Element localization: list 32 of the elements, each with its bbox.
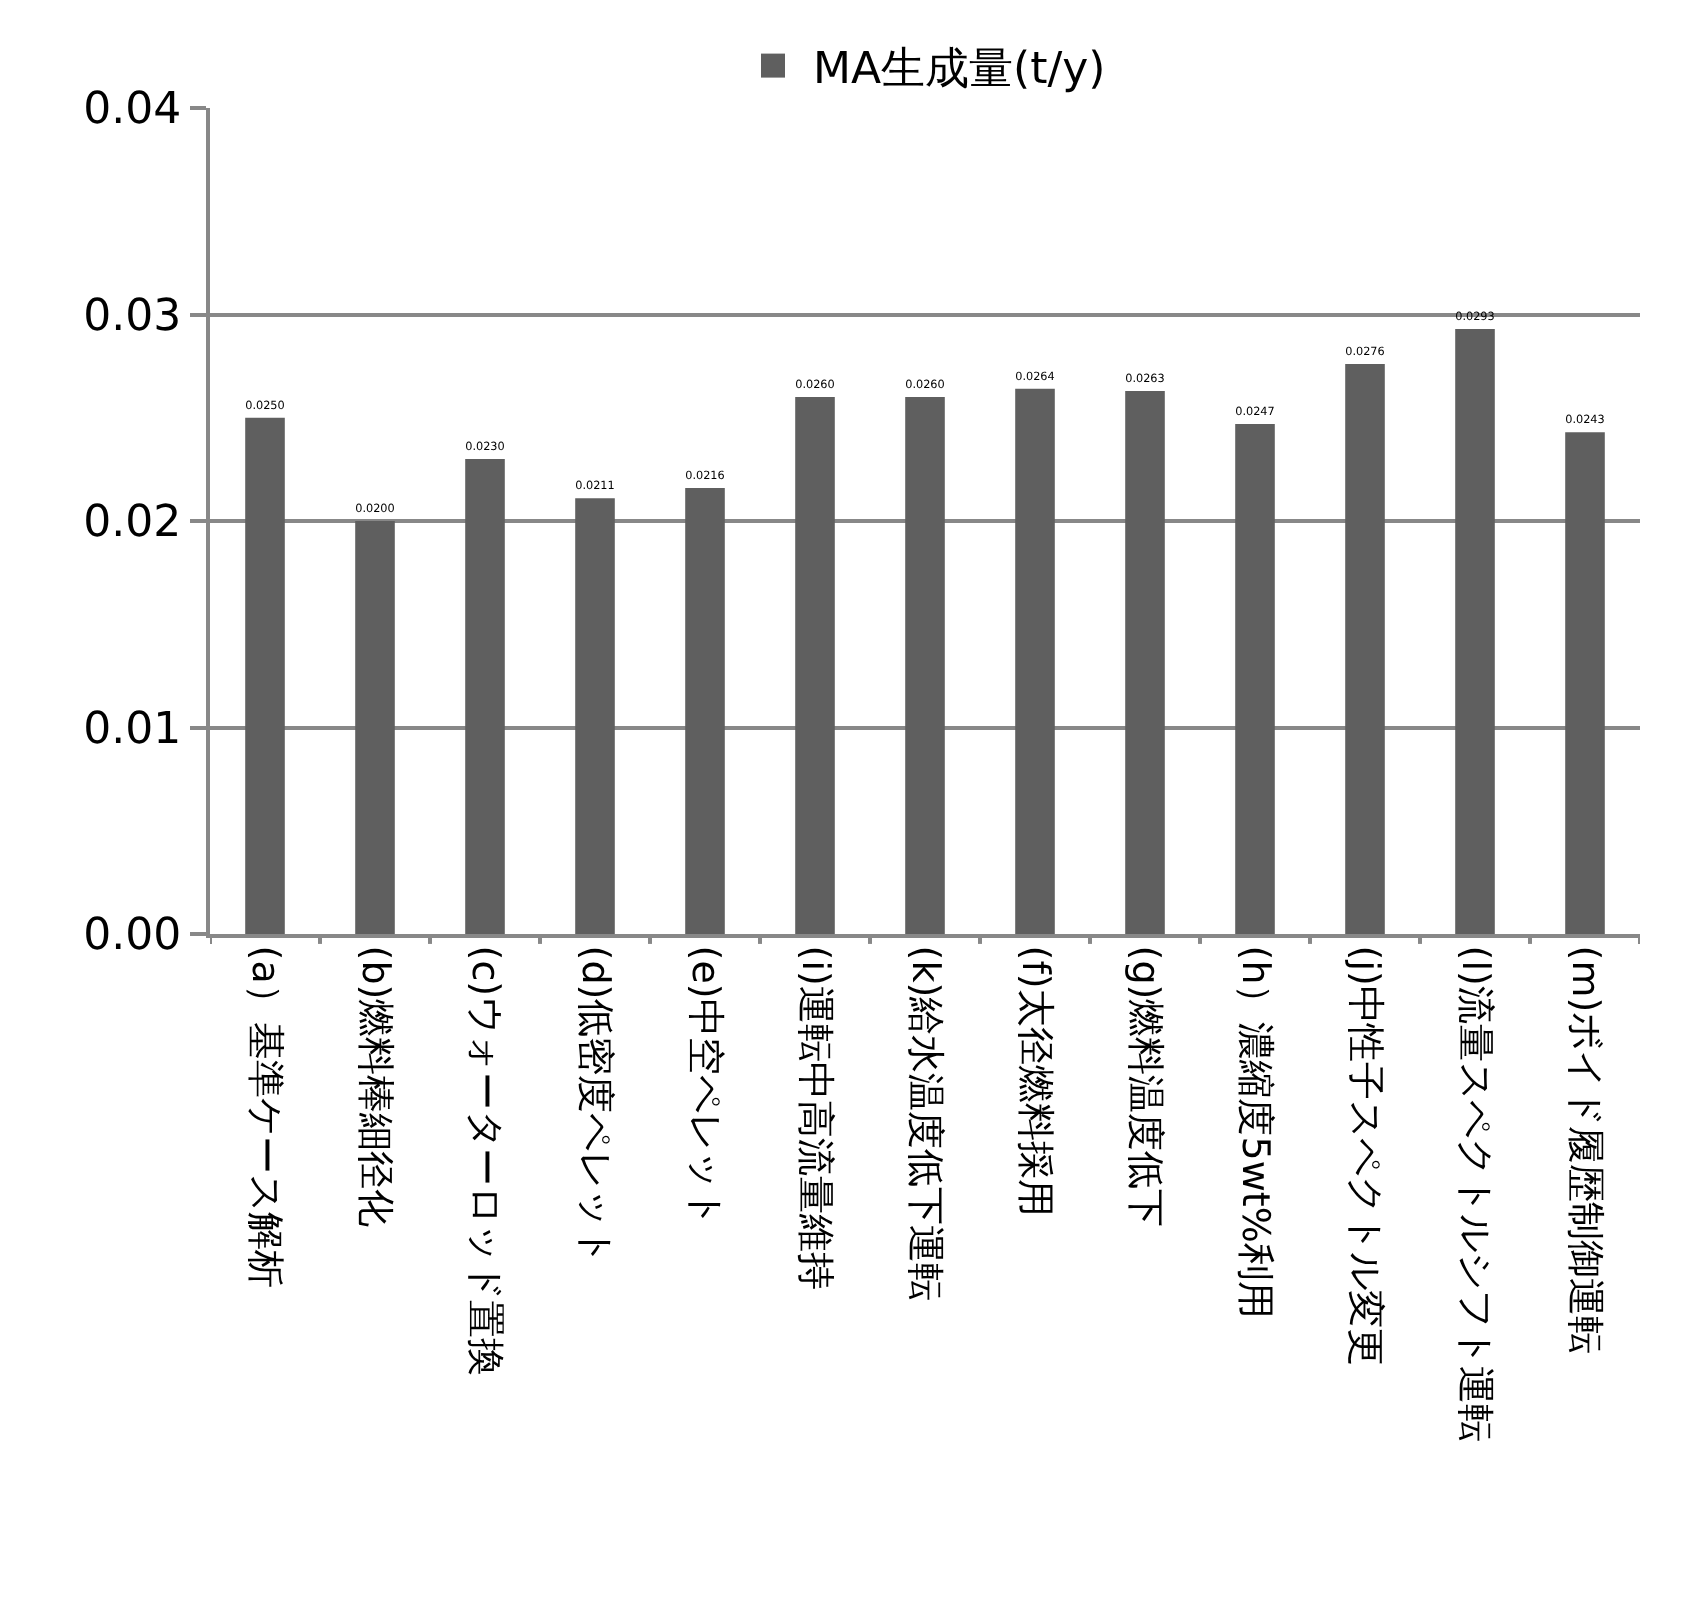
x-tick-label: (i)運転中高流量維持: [792, 945, 837, 1290]
x-tick-label: (k)給水温度低下運転: [902, 945, 947, 1302]
legend-label: MA生成量(t/y): [813, 44, 1106, 95]
bar: [905, 397, 945, 934]
y-tick-label: 0.02: [83, 498, 182, 549]
x-tick-label: (j)中性子スペクトル変更: [1342, 945, 1387, 1366]
y-tick-label: 0.03: [83, 291, 182, 342]
bar: [1345, 364, 1385, 934]
bar: [795, 397, 835, 934]
x-tick-label: (m)ボイド履歴制御運転: [1562, 945, 1607, 1355]
x-tick-label: (e)中空ペレット: [682, 945, 727, 1227]
bar: [1125, 390, 1165, 934]
y-tick-label: 0.00: [83, 911, 182, 962]
bar: [685, 487, 725, 934]
bar: [465, 459, 505, 934]
bar: [1235, 423, 1275, 934]
y-tick-label: 0.04: [83, 85, 182, 136]
x-tick-label: (l)流量スペクトルシフト運転: [1452, 945, 1497, 1442]
x-tick-label: (b)燃料棒細径化: [352, 945, 397, 1228]
bar: [1015, 388, 1055, 934]
x-tick-label: (h）濃縮度5wt%利用: [1232, 945, 1277, 1319]
bar: [575, 498, 615, 934]
x-tick-label: (d)低密度ペレット: [572, 945, 617, 1266]
bar: [1565, 432, 1605, 934]
y-tick-label: 0.01: [83, 704, 182, 755]
bar: [1455, 328, 1495, 934]
x-tick-label: (a）基準ケース解析: [242, 945, 287, 1288]
x-tick-label: (f)太径燃料採用: [1012, 945, 1057, 1217]
bar: [355, 521, 395, 934]
x-tick-label: (c)ウォーターロッド置換: [462, 945, 507, 1377]
bar: [245, 417, 285, 934]
x-tick-label: (g)燃料温度低下: [1122, 945, 1167, 1228]
